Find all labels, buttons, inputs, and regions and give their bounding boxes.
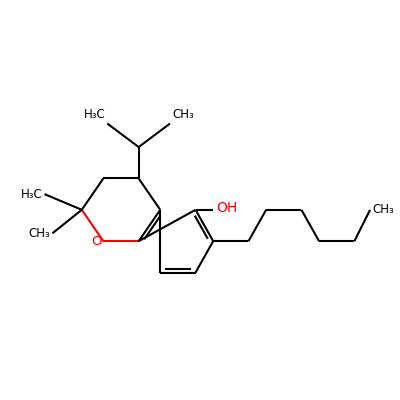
Text: CH₃: CH₃: [372, 203, 394, 216]
Text: CH₃: CH₃: [172, 108, 194, 121]
Text: OH: OH: [216, 201, 238, 215]
Text: H₃C: H₃C: [21, 188, 42, 201]
Text: O: O: [91, 235, 102, 248]
Text: CH₃: CH₃: [29, 227, 50, 240]
Text: H₃C: H₃C: [84, 108, 105, 121]
